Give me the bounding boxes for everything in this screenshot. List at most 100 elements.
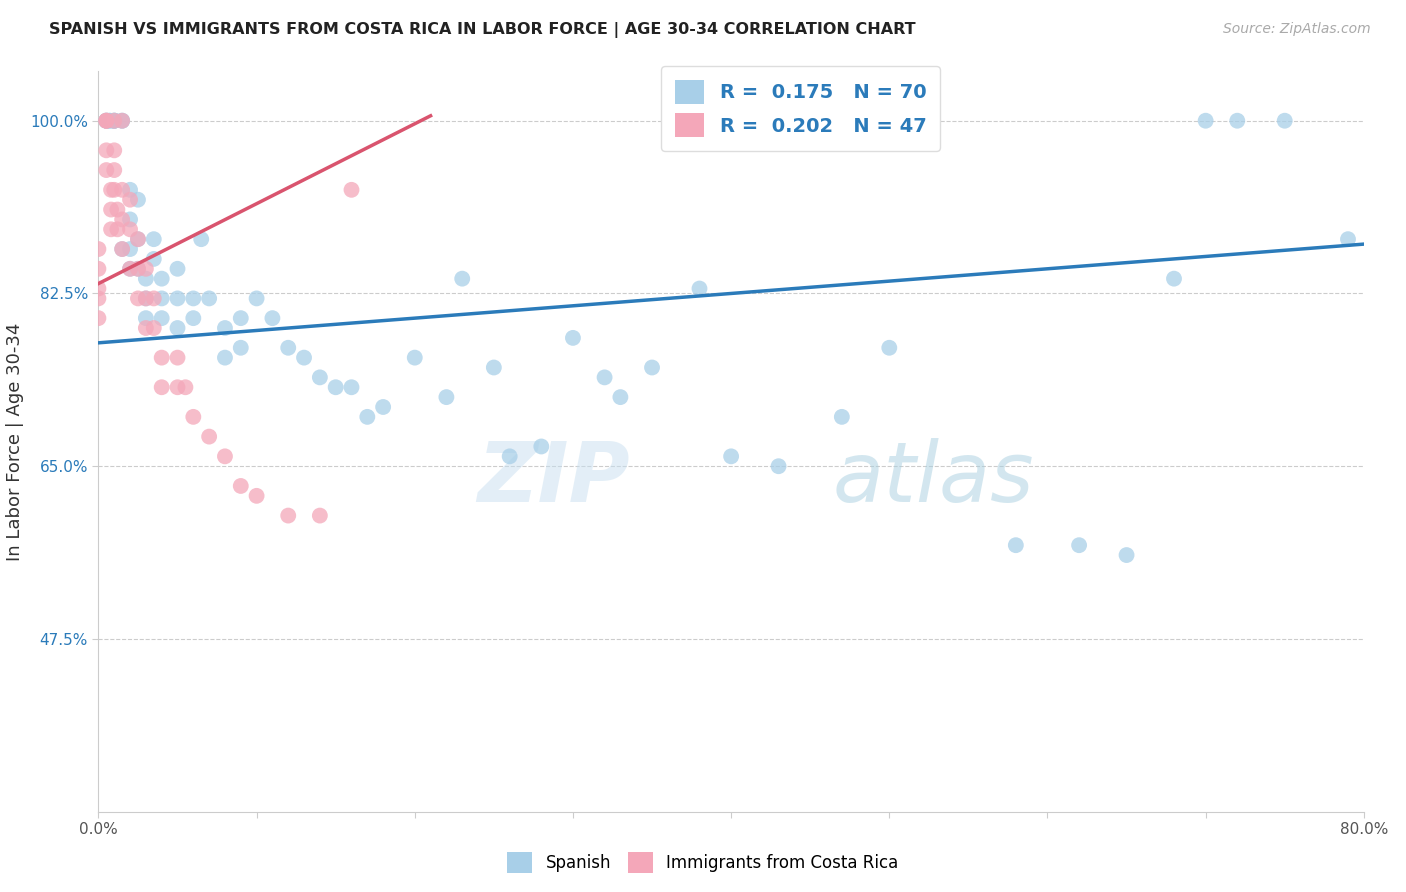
Point [111,212,134,227]
Point [768,459,790,474]
Point [135,311,157,326]
Point [127,261,149,276]
Point [831,409,853,424]
Point [103,113,125,128]
Point [530,440,553,454]
Point [277,508,299,523]
Point [120,222,141,236]
Point [103,183,125,197]
Text: ZIP: ZIP [477,438,630,519]
Point [107,202,129,217]
Point [127,261,149,276]
Point [183,311,205,326]
Point [609,390,631,404]
Point [142,232,165,246]
Point [198,429,221,443]
Point [111,242,134,256]
Point [1226,113,1249,128]
Point [135,292,157,306]
Legend: R =  0.175   N = 70, R =  0.202   N = 47: R = 0.175 N = 70, R = 0.202 N = 47 [661,66,941,151]
Point [229,341,252,355]
Point [340,183,363,197]
Text: atlas: atlas [832,438,1033,519]
Point [309,370,332,384]
Point [292,351,315,365]
Point [340,380,363,394]
Point [277,341,299,355]
Y-axis label: In Labor Force | Age 30-34: In Labor Force | Age 30-34 [7,322,24,561]
Point [87,292,110,306]
Point [150,311,173,326]
Point [166,321,188,335]
Point [229,479,252,493]
Point [150,271,173,285]
Point [183,409,205,424]
Point [561,331,585,345]
Point [98,113,121,128]
Point [877,341,900,355]
Point [135,261,157,276]
Point [135,321,157,335]
Point [96,113,118,128]
Point [404,351,426,365]
Point [120,212,141,227]
Point [100,222,122,236]
Point [183,292,205,306]
Point [87,281,110,295]
Point [111,113,134,128]
Point [166,261,188,276]
Point [111,242,134,256]
Point [87,311,110,326]
Text: Source: ZipAtlas.com: Source: ZipAtlas.com [1223,22,1371,37]
Point [142,252,165,266]
Point [1115,548,1137,562]
Point [166,351,188,365]
Point [356,409,378,424]
Point [198,292,221,306]
Point [451,271,474,285]
Point [96,163,118,178]
Point [688,281,710,295]
Point [100,183,122,197]
Point [127,193,149,207]
Point [135,271,157,285]
Point [111,183,134,197]
Point [96,113,118,128]
Point [142,321,165,335]
Point [98,113,121,128]
Point [482,360,505,375]
Point [150,351,173,365]
Point [150,380,173,394]
Point [1274,113,1296,128]
Point [96,113,118,128]
Point [135,292,157,306]
Point [96,113,118,128]
Point [641,360,664,375]
Point [229,311,252,326]
Text: SPANISH VS IMMIGRANTS FROM COSTA RICA IN LABOR FORCE | AGE 30-34 CORRELATION CHA: SPANISH VS IMMIGRANTS FROM COSTA RICA IN… [49,22,915,38]
Point [103,113,125,128]
Point [436,390,458,404]
Point [120,242,141,256]
Point [127,232,149,246]
Point [96,113,118,128]
Point [103,113,125,128]
Point [103,163,125,178]
Point [190,232,212,246]
Point [246,489,269,503]
Point [111,113,134,128]
Point [371,400,394,414]
Point [166,380,188,394]
Point [111,113,134,128]
Point [150,292,173,306]
Point [1337,232,1360,246]
Point [87,261,110,276]
Point [120,193,141,207]
Point [120,261,141,276]
Point [214,450,236,464]
Point [1163,271,1185,285]
Point [498,450,520,464]
Point [166,292,188,306]
Point [142,292,165,306]
Point [1004,538,1026,552]
